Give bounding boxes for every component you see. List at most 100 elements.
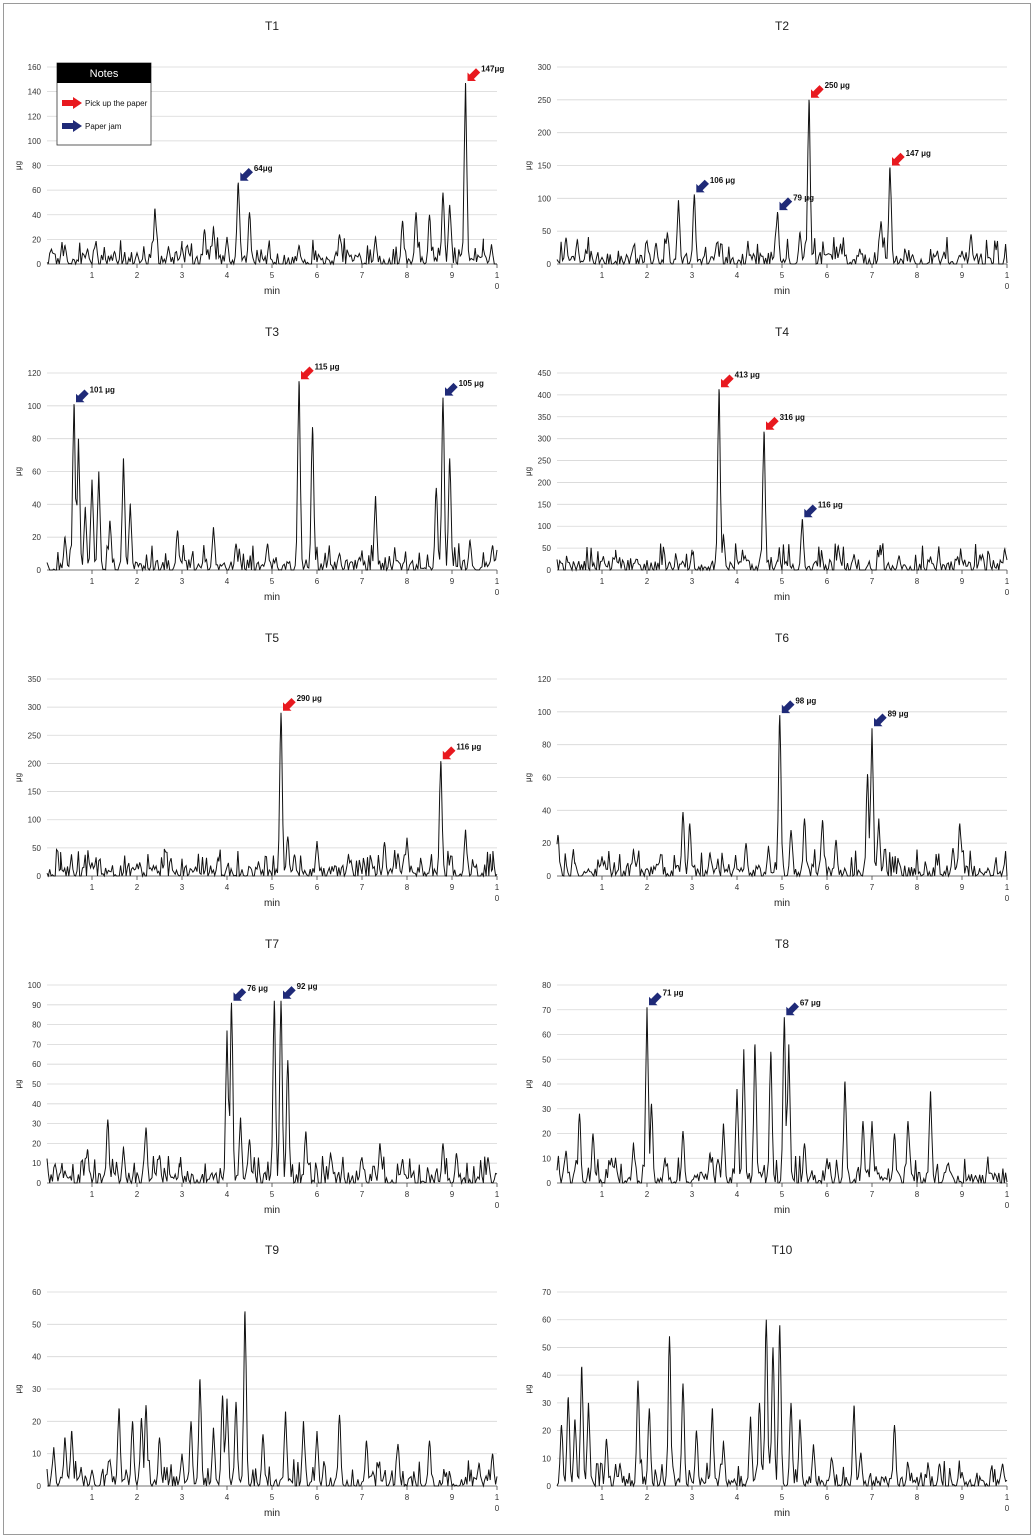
chart-9-y-tick-label: 30 [32, 1385, 41, 1394]
chart-1-y-axis-label: μg [14, 161, 23, 170]
chart-3-x-tick-label: 5 [270, 577, 275, 586]
chart-4-y-tick-label: 400 [538, 391, 552, 400]
chart-3-y-tick-label: 40 [32, 500, 41, 509]
chart-5-x-tick-label: 8 [405, 883, 410, 892]
chart-1-x-tick-label: 5 [270, 271, 275, 280]
chart-8-y-tick-label: 80 [542, 981, 551, 990]
chart-3-y-tick-label: 80 [32, 435, 41, 444]
chart-3-annotation-label: 105 μg [459, 379, 484, 388]
chart-5-x-tick-label: 2 [135, 883, 140, 892]
chart-8-x-tick-label: 9 [960, 1190, 965, 1199]
chart-9-y-tick-label: 20 [32, 1417, 41, 1426]
chart-8-y-tick-label: 50 [542, 1055, 551, 1064]
chart-2-x-tick-label: 8 [915, 271, 920, 280]
chart-4-x-tick-label: 3 [690, 577, 695, 586]
chart-1-y-tick-label: 160 [28, 63, 42, 72]
chart-10-y-tick-label: 40 [542, 1371, 551, 1380]
chart-3-y-tick-label: 0 [37, 566, 42, 575]
chart-5-x-tick-label: 6 [315, 883, 320, 892]
legend: Notes Pick up the paper Paper jam [56, 62, 152, 146]
chart-1-y-tick-label: 80 [32, 162, 41, 171]
chart-7-title: T7 [265, 937, 279, 951]
chart-4-annotation-label: 316 μg [780, 413, 805, 422]
chart-7-series-line [46, 1000, 498, 1185]
chart-7-x-tick-label: 1 [90, 1190, 95, 1199]
chart-8-x-tick-label: 1 [600, 1190, 605, 1199]
chart-4-y-tick-label: 200 [538, 478, 552, 487]
chart-5-x-tick-label: 5 [270, 883, 275, 892]
chart-6-x-tick-label: 9 [960, 883, 965, 892]
chart-1-y-tick-label: 100 [28, 137, 42, 146]
chart-7-y-tick-label: 40 [32, 1100, 41, 1109]
chart-2-y-tick-label: 150 [538, 162, 552, 171]
chart-1-y-tick-label: 0 [37, 260, 42, 269]
chart-9-y-axis-label: μg [14, 1384, 23, 1393]
legend-item-label: Paper jam [85, 122, 122, 131]
chart-2-y-tick-label: 250 [538, 96, 552, 105]
chart-4-x-tick-label: 7 [870, 577, 875, 586]
legend-arrow-icon [62, 120, 82, 132]
chart-1-y-tick-label: 120 [28, 112, 42, 121]
chart-5: T5 0 50 100 150 200 250 300 350 1 2 3 4 5 6 7 8 9 1 0 min μg 2… [14, 631, 500, 909]
chart-4-x-tick-label: 4 [735, 577, 740, 586]
chart-5-y-tick-label: 100 [28, 816, 42, 825]
chart-3-y-tick-label: 60 [32, 468, 41, 477]
chart-2-x-tick-label: 3 [690, 271, 695, 280]
chart-1-x-tick-label: 3 [180, 271, 185, 280]
chart-5-annotation-arrow [283, 698, 296, 711]
chart-3-y-tick-label: 20 [32, 533, 41, 542]
chart-10-y-tick-label: 70 [542, 1288, 551, 1297]
chart-5-y-tick-label: 300 [28, 703, 42, 712]
chart-7-x-tick-label: 5 [270, 1190, 275, 1199]
chart-5-x-tick-label: 1 [90, 883, 95, 892]
chart-5-y-tick-label: 150 [28, 788, 42, 797]
chart-9-x-tick-label: 8 [405, 1493, 410, 1502]
chart-4-x-tick-label: 2 [645, 577, 650, 586]
chart-5-y-axis-label: μg [14, 773, 23, 782]
chart-7-x-tick-label: 7 [360, 1190, 365, 1199]
chart-6-y-tick-label: 40 [542, 806, 551, 815]
chart-4-x-tick-label: 8 [915, 577, 920, 586]
chart-8-x-tick-label: 4 [735, 1190, 740, 1199]
chart-7-annotation-label: 92 μg [297, 982, 318, 991]
chart-3-annotation-arrow [76, 389, 89, 403]
chart-1-y-tick-label: 60 [32, 186, 41, 195]
chart-1-x-tick-label: 2 [135, 271, 140, 280]
chart-4-annotation-arrow [766, 416, 779, 430]
chart-1-x-tick-label: 7 [360, 271, 365, 280]
chart-10-y-axis-label: μg [524, 1384, 533, 1393]
chart-3-x-tick-label: 2 [135, 577, 140, 586]
chart-5-x-tick-label: 3 [180, 883, 185, 892]
chart-6-y-tick-label: 80 [542, 741, 551, 750]
chart-6-y-tick-label: 0 [547, 872, 552, 881]
chart-9-x-tick-label: 5 [270, 1493, 275, 1502]
chart-6-x-tick-label: 8 [915, 883, 920, 892]
chart-9-y-tick-label: 50 [32, 1320, 41, 1329]
chart-4-annotation-arrow [721, 374, 734, 388]
legend-item-label: Pick up the paper [85, 99, 148, 108]
chart-6-x-axis-label: min [774, 898, 790, 909]
chart-6-x-tick-label: 4 [735, 883, 740, 892]
chart-6-y-axis-label: μg [524, 773, 533, 782]
chart-10-x-tick-label: 9 [960, 1493, 965, 1502]
chart-1: T1 0 20 40 60 80 100 120 140 160 1 2 3 4 5 6 7 8 9 1 0 min μg 6… [14, 19, 504, 297]
chart-8-title: T8 [775, 937, 789, 951]
chart-9-x-tick-label: 7 [360, 1493, 365, 1502]
chart-2-annotation-arrow [811, 85, 824, 98]
chart-1-annotation-arrow [467, 68, 481, 81]
chart-8-x-tick-label: 6 [825, 1190, 830, 1199]
chart-9-x-axis-label: min [264, 1508, 280, 1519]
chart-5-annotation-label: 116 μg [456, 743, 481, 752]
chart-6-y-tick-label: 100 [538, 708, 552, 717]
chart-8-y-tick-label: 20 [542, 1130, 551, 1139]
legend-arrow-icon [62, 97, 82, 109]
chart-7-annotation-label: 76 μg [247, 984, 268, 993]
chart-3: T3 0 20 40 60 80 100 120 1 2 3 4 5 6 7 8 9 1 0 min μg 101 μg 1… [14, 325, 500, 603]
chart-9-y-tick-label: 10 [32, 1450, 41, 1459]
chart-4-y-tick-label: 100 [538, 522, 552, 531]
chart-8-x-axis-label: min [774, 1205, 790, 1216]
chart-3-annotation-arrow [301, 366, 314, 380]
